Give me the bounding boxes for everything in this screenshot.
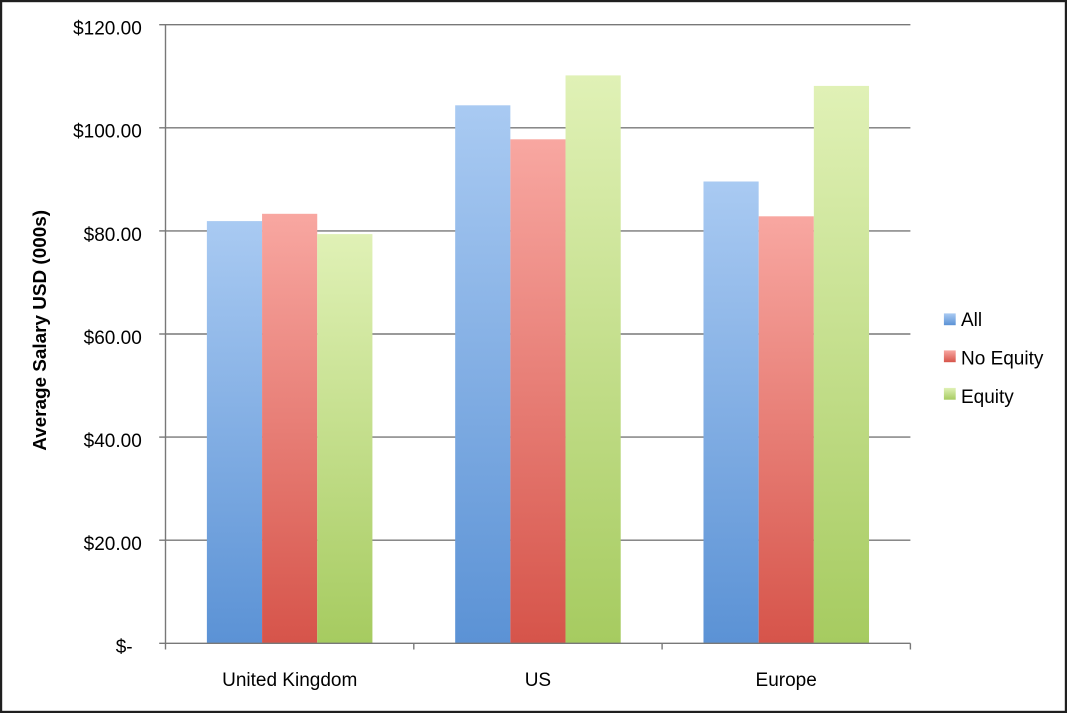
svg-text:$20.00: $20.00 — [84, 534, 142, 555]
svg-text:Equity: Equity — [961, 387, 1014, 408]
svg-text:$60.00: $60.00 — [84, 328, 142, 349]
svg-text:All: All — [961, 310, 982, 331]
svg-text:$120.00: $120.00 — [73, 19, 142, 40]
svg-text:United Kingdom: United Kingdom — [222, 670, 357, 691]
svg-text:$-: $- — [116, 637, 133, 658]
svg-text:$80.00: $80.00 — [84, 225, 142, 246]
svg-text:US: US — [525, 670, 551, 691]
svg-text:Average Salary USD (000s): Average Salary USD (000s) — [30, 210, 51, 451]
svg-text:$100.00: $100.00 — [73, 122, 142, 143]
svg-text:Europe: Europe — [756, 670, 817, 691]
svg-text:No Equity: No Equity — [961, 348, 1044, 369]
svg-text:$40.00: $40.00 — [84, 431, 142, 452]
